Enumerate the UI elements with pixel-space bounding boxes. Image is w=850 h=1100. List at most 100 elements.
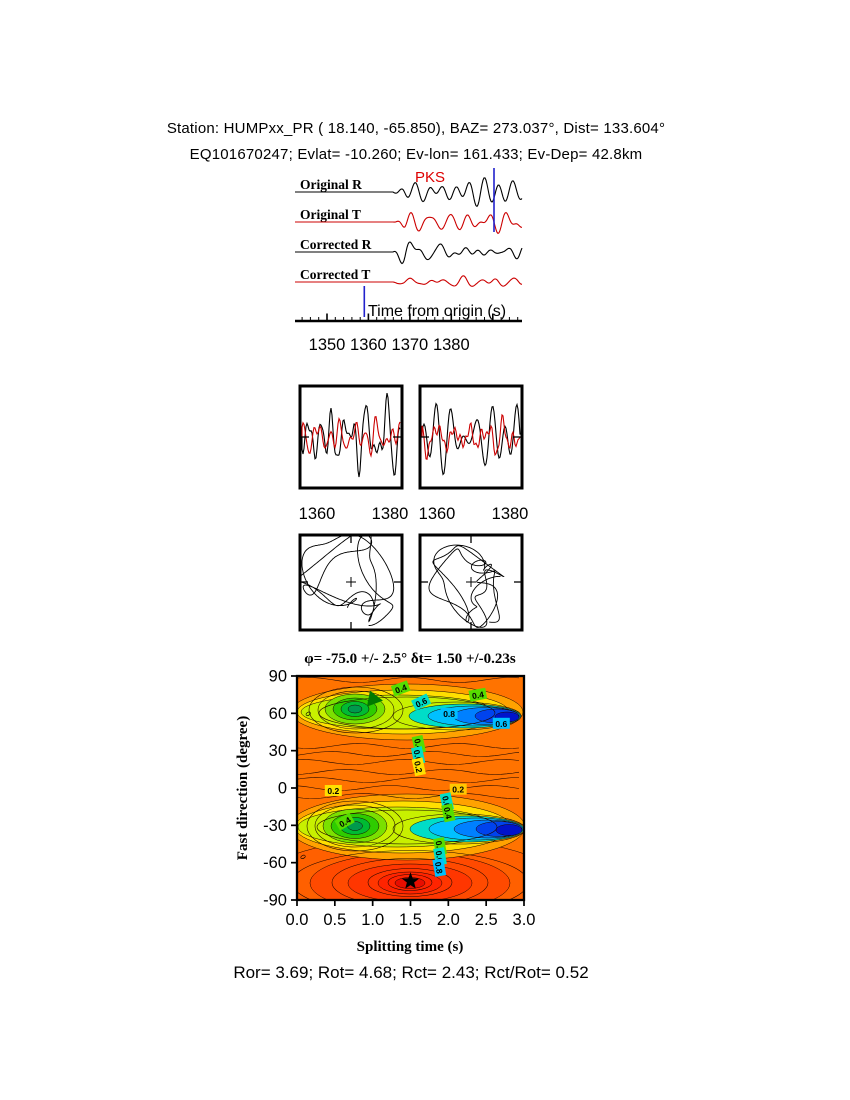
- particle-motion-panel: [298, 533, 524, 632]
- contour-label: 0.8: [432, 858, 447, 877]
- contour-label: 0.4: [468, 687, 488, 702]
- contour-label: 0: [303, 710, 313, 718]
- contour-label: 0.2: [411, 757, 426, 777]
- contour-label-text: 0.4: [442, 806, 454, 820]
- x-tick-label: 2.5: [475, 911, 498, 929]
- error-surface-panel: 0.40.60.40.80.60.40.60.20.2 0.20.40.60.40…: [235, 651, 535, 955]
- best-fit-star: [401, 872, 420, 889]
- contour-label-box: [492, 717, 510, 729]
- contour-label-box: [440, 707, 458, 719]
- contour-label: 0.6: [411, 693, 432, 711]
- trace-label-original-t: Original T: [300, 207, 361, 222]
- contour-label-box: [432, 858, 447, 877]
- windowed-trace: [301, 415, 401, 458]
- contour-label-text: 0.8: [443, 709, 455, 719]
- seismogram-trace-1: [295, 211, 523, 235]
- trace-label-corrected-t: Corrected T: [300, 267, 370, 282]
- local-minimum-marker: [366, 690, 383, 707]
- contour-line: [306, 800, 404, 852]
- zoom-tick-label: 1380: [372, 505, 409, 523]
- contour-label-box: [411, 757, 426, 777]
- particle-path: [301, 536, 395, 626]
- event-header: EQ101670247; Evlat= -10.260; Ev-lon= 161…: [189, 146, 643, 163]
- contour-label-box: [411, 693, 432, 711]
- x-tick-label: 1.0: [361, 911, 384, 929]
- error-surface-plot: 0.40.60.40.80.60.40.60.20.2 0.20.40.60.40…: [263, 668, 536, 930]
- contour-label-text: 0.2: [452, 785, 464, 795]
- windowed-waveforms-panel: 1360 1380 1360 1380: [298, 384, 529, 523]
- x-tick-label: 1.5: [399, 911, 422, 929]
- station-header: Station: HUMPxx_PR ( 18.140, -65.850), B…: [166, 120, 666, 137]
- particle-motion-0: [301, 536, 395, 626]
- windowed-pair-0: [301, 392, 401, 478]
- contour-label-text: 0: [303, 710, 313, 718]
- seismogram-trace-3: [295, 275, 523, 287]
- contour-line: [297, 743, 520, 749]
- contour-line: [392, 701, 522, 731]
- x-tick-label: 0.0: [286, 911, 309, 929]
- time-tick-label: 1360: [350, 336, 387, 354]
- contour-label-text: 0.4: [471, 689, 485, 701]
- contour-label-text: 0.8: [433, 861, 445, 875]
- contour-line: [297, 677, 520, 683]
- contour-line: [297, 759, 520, 765]
- contour-xlabel: Splitting time (s): [357, 939, 464, 955]
- contour-label: 0.2: [449, 783, 467, 795]
- time-tick-label: 1380: [433, 336, 470, 354]
- contour-label-text: 0.6: [414, 695, 429, 709]
- x-tick-label: 0.5: [323, 911, 346, 929]
- contour-line: [297, 777, 520, 783]
- time-tick-label: 1350: [309, 336, 346, 354]
- contour-title: φ= -75.0 +/- 2.5° δt= 1.50 +/-0.23s: [304, 651, 516, 667]
- contour-label-text: 0.2: [412, 760, 424, 774]
- contour-label-text: 0.6: [434, 850, 446, 864]
- trace-label-original-r: Original R: [300, 177, 362, 192]
- zoom-tick-label: 1360: [419, 505, 456, 523]
- contour-label: 0.8: [440, 707, 458, 719]
- contour-label: 0: [298, 853, 308, 861]
- y-tick-label: 30: [269, 742, 287, 760]
- particle-path: [428, 544, 505, 628]
- y-tick-label: 90: [269, 668, 287, 686]
- zoom-box-1: [418, 384, 524, 490]
- contour-label-box: [441, 803, 456, 823]
- y-tick-label: -30: [263, 817, 287, 835]
- contour-line: [297, 850, 524, 900]
- contour-label-text: 0.4: [434, 840, 446, 854]
- contour-line: [297, 769, 520, 775]
- contour-line: [308, 686, 404, 734]
- particle-motion-1: [428, 544, 505, 628]
- zoom-tick-label: 1360: [299, 505, 336, 523]
- y-tick-label: 60: [269, 705, 287, 723]
- time-axis-label: Time from origin (s): [368, 303, 506, 320]
- contour-label-box: [468, 687, 488, 702]
- zoom-tick-label: 1380: [492, 505, 529, 523]
- contour-line: [392, 813, 524, 845]
- contour-ylabel: Fast direction (degree): [235, 716, 251, 860]
- contour-label: 0.4: [390, 680, 411, 697]
- contour-line: [317, 690, 395, 730]
- contour-label-text: 0.4: [394, 682, 409, 696]
- contour-label-box: [334, 812, 355, 831]
- windowed-pair-1: [421, 402, 521, 476]
- time-tick-label: 1370: [392, 336, 429, 354]
- contour-line: [297, 751, 520, 757]
- contour-label-box: [324, 785, 342, 796]
- contour-band: [347, 704, 363, 714]
- contour-line: [367, 868, 453, 897]
- contour-band: [495, 824, 523, 836]
- y-tick-label: 0: [278, 780, 287, 798]
- contour-label-box: [390, 680, 411, 697]
- phase-label: PKS: [415, 169, 445, 186]
- contour-line: [331, 858, 489, 900]
- contour-label-box: [449, 783, 467, 795]
- quality-metrics: Ror= 3.69; Rot= 4.68; Rct= 2.43; Rct/Rot…: [233, 963, 589, 982]
- trace-label-corrected-r: Corrected R: [300, 237, 372, 252]
- x-tick-label: 3.0: [513, 911, 536, 929]
- windowed-trace: [421, 402, 521, 476]
- x-tick-label: 2.0: [437, 911, 460, 929]
- y-tick-label: -60: [263, 854, 287, 872]
- waveform-traces: 1350 1360 1370 1380: [295, 168, 523, 354]
- contour-label: 0.4: [441, 803, 456, 823]
